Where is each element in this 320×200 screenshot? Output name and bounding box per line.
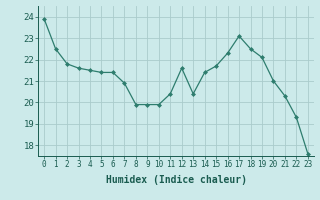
X-axis label: Humidex (Indice chaleur): Humidex (Indice chaleur) <box>106 175 246 185</box>
